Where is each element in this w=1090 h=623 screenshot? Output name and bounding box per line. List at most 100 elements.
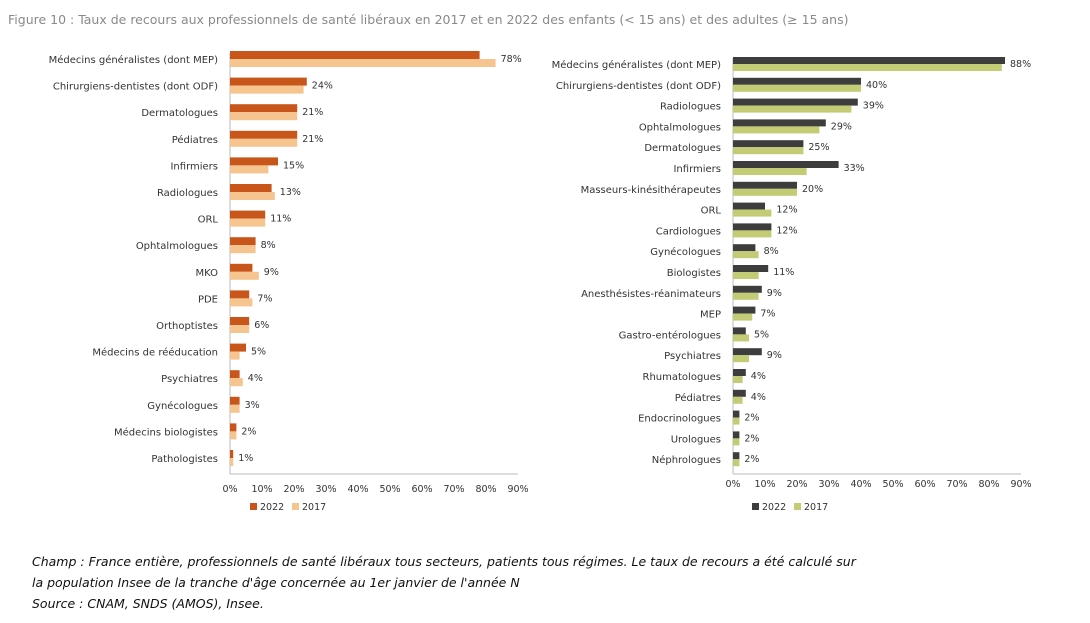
adults-category-label: Chirurgiens-dentistes (dont ODF) bbox=[556, 81, 721, 92]
children-data-label: 2% bbox=[241, 426, 256, 437]
children-data-label: 21% bbox=[302, 107, 323, 118]
adults-bar-2022 bbox=[733, 161, 839, 168]
adults-x-tick-label: 20% bbox=[786, 479, 807, 490]
children-bar-2017 bbox=[230, 458, 234, 466]
adults-bar-2017 bbox=[733, 438, 740, 446]
adults-data-label: 40% bbox=[866, 80, 887, 91]
adults-data-label: 12% bbox=[776, 205, 797, 216]
adults-category-label: Endocrinologues bbox=[638, 414, 721, 425]
children-bar-2022 bbox=[230, 263, 253, 272]
adults-data-label: 33% bbox=[844, 163, 865, 174]
adults-category-label: Néphrologues bbox=[652, 454, 721, 466]
adults-bar-2022 bbox=[733, 285, 762, 293]
children-bar-2017 bbox=[230, 351, 240, 360]
adults-data-label: 9% bbox=[767, 288, 782, 299]
children-legend-swatch-2017 bbox=[292, 503, 299, 510]
adults-bar-2017 bbox=[733, 376, 743, 383]
adults-bar-2017 bbox=[733, 188, 797, 196]
children-category-label: Médecins biologistes bbox=[114, 426, 218, 438]
adults-category-label: Masseurs-kinésithérapeutes bbox=[581, 184, 721, 196]
adults-data-label: 2% bbox=[744, 413, 759, 424]
adults-data-label: 4% bbox=[751, 392, 766, 403]
children-data-label: 13% bbox=[280, 187, 301, 198]
children-category-label: Radiologues bbox=[157, 188, 218, 199]
adults-bar-2022 bbox=[733, 389, 746, 397]
children-bar-2017 bbox=[230, 431, 237, 440]
adults-category-label: Ophtalmologues bbox=[639, 122, 721, 133]
adults-data-label: 11% bbox=[773, 267, 794, 278]
children-bar-2017 bbox=[230, 85, 304, 94]
children-category-label: Infirmiers bbox=[170, 161, 218, 172]
children-x-tick-label: 90% bbox=[507, 484, 528, 495]
children-bar-2017 bbox=[230, 218, 266, 227]
children-data-label: 21% bbox=[302, 134, 323, 145]
children-data-label: 3% bbox=[245, 400, 260, 411]
adults-data-label: 88% bbox=[1010, 59, 1031, 70]
adults-data-label: 2% bbox=[744, 454, 759, 465]
children-x-tick-label: 10% bbox=[251, 484, 272, 495]
adults-data-label: 7% bbox=[760, 309, 775, 320]
children-x-tick-label: 80% bbox=[475, 484, 496, 495]
adults-category-label: Urologues bbox=[671, 434, 721, 445]
children-x-tick-label: 70% bbox=[443, 484, 464, 495]
children-category-label: Chirurgiens-dentistes (dont ODF) bbox=[53, 82, 218, 93]
children-bar-2022 bbox=[230, 210, 266, 219]
children-bar-2017 bbox=[230, 138, 298, 147]
adults-data-label: 29% bbox=[831, 121, 852, 132]
children-bar-2017 bbox=[230, 271, 259, 280]
adults-x-tick-label: 60% bbox=[914, 479, 935, 490]
children-x-tick-label: 0% bbox=[222, 484, 237, 495]
children-bar-2017 bbox=[230, 59, 496, 67]
children-category-label: Dermatologues bbox=[141, 108, 218, 119]
children-bar-2022 bbox=[230, 130, 298, 139]
children-bar-2017 bbox=[230, 325, 250, 333]
figure-title: Figure 10 : Taux de recours aux professi… bbox=[8, 12, 849, 27]
adults-data-label: 9% bbox=[767, 350, 782, 361]
adults-category-label: Anesthésistes-réanimateurs bbox=[581, 288, 721, 300]
children-bar-2022 bbox=[230, 237, 256, 246]
children-data-label: 8% bbox=[261, 240, 276, 251]
children-data-label: 6% bbox=[254, 320, 269, 331]
children-bar-2022 bbox=[230, 77, 307, 86]
adults-bar-2017 bbox=[733, 230, 772, 238]
adults-bar-2017 bbox=[733, 459, 740, 467]
adults-bar-2017 bbox=[733, 272, 759, 279]
adults-x-tick-label: 30% bbox=[818, 479, 839, 490]
adults-bar-2022 bbox=[733, 140, 804, 148]
adults-category-label: Rhumatologues bbox=[643, 372, 721, 383]
adults-bar-2022 bbox=[733, 410, 740, 418]
adults-bar-2017 bbox=[733, 417, 740, 425]
adults-x-tick-label: 50% bbox=[882, 479, 903, 490]
adults-legend-label-2017: 2017 bbox=[804, 502, 828, 513]
children-data-label: 1% bbox=[238, 453, 253, 464]
children-data-label: 11% bbox=[270, 214, 291, 225]
children-legend-swatch-2022 bbox=[250, 503, 257, 510]
children-data-label: 9% bbox=[264, 267, 279, 278]
children-bar-2022 bbox=[230, 290, 250, 299]
adults-bar-2022 bbox=[733, 181, 797, 189]
children-x-tick-label: 60% bbox=[411, 484, 432, 495]
adults-legend-swatch-2022 bbox=[752, 503, 759, 510]
children-category-label: Pédiatres bbox=[172, 134, 218, 146]
children-data-label: 78% bbox=[501, 54, 522, 65]
adults-bar-2017 bbox=[733, 84, 861, 92]
children-bar-2017 bbox=[230, 245, 256, 254]
adults-x-tick-label: 40% bbox=[850, 479, 871, 490]
children-category-label: MKO bbox=[195, 268, 218, 279]
children-data-label: 24% bbox=[312, 81, 333, 92]
champ-note-line2: la population Insee de la tranche d'âge … bbox=[32, 575, 520, 590]
adults-bar-2017 bbox=[733, 355, 749, 363]
bar-charts: Médecins généralistes (dont MEP) 78% Chiru… bbox=[49, 51, 1032, 513]
adults-bar-2017 bbox=[733, 251, 759, 259]
adults-legend-label-2022: 2022 bbox=[762, 502, 786, 513]
adults-bar-2017 bbox=[733, 313, 753, 321]
adults-category-label: Dermatologues bbox=[644, 143, 721, 154]
children-x-tick-label: 20% bbox=[283, 484, 304, 495]
adults-bar-2022 bbox=[733, 202, 765, 210]
children-bar-2017 bbox=[230, 165, 269, 174]
children-legend-label-2022: 2022 bbox=[260, 502, 284, 513]
children-legend-label-2017: 2017 bbox=[302, 502, 326, 513]
children-data-label: 7% bbox=[257, 293, 272, 304]
children-category-label: Pathologistes bbox=[151, 454, 218, 465]
adults-bar-2022 bbox=[733, 265, 769, 272]
